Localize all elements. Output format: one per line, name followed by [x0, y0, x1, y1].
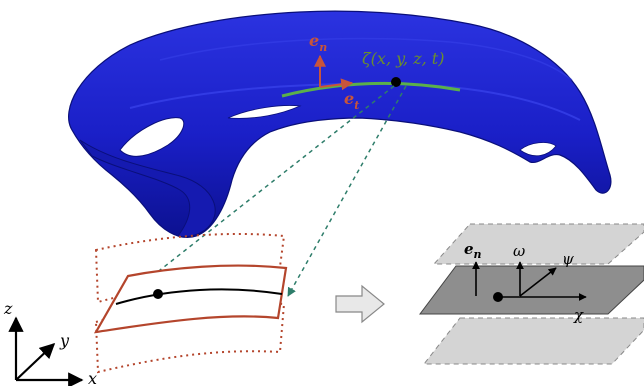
plane-stack — [419, 223, 644, 365]
y-axis-arrow — [15, 342, 56, 381]
surface-hole-1 — [119, 117, 185, 157]
surface-body — [68, 10, 612, 238]
local-element — [93, 232, 288, 374]
psi-label: ψ — [562, 250, 574, 268]
plane-bottom — [422, 317, 644, 365]
chi-label: χ — [573, 306, 584, 324]
plane-point — [493, 292, 503, 302]
surface-ridge-2 — [159, 37, 573, 81]
plane-middle — [419, 265, 644, 315]
x-axis-label: x — [88, 369, 97, 386]
connector-left — [121, 85, 395, 301]
connector-right — [287, 85, 407, 297]
interface-curve — [281, 81, 461, 98]
surface-mesh — [68, 10, 612, 238]
element-point — [153, 289, 163, 299]
plane-top — [432, 223, 644, 265]
y-axis-label: y — [59, 331, 70, 350]
surface-hole-3 — [519, 142, 557, 157]
plane-normal-label: en — [464, 240, 482, 261]
zoom-connectors — [121, 85, 407, 301]
surface-point — [391, 77, 401, 87]
tangent-vector-arrow — [319, 78, 354, 91]
surface-lower-band — [79, 139, 216, 238]
surface-function-label: ζ(x, y, z, t) — [362, 49, 444, 68]
coordinate-axes — [8, 316, 84, 386]
omega-label: ω — [513, 242, 525, 260]
transform-arrow-icon — [335, 284, 385, 324]
tangent-vector-label: et — [344, 89, 359, 112]
normal-vector-label: en — [309, 31, 327, 54]
surface-hole-2 — [227, 105, 302, 119]
plane-psi-arrow — [519, 267, 557, 297]
element-curve — [115, 288, 283, 305]
surface-vectors — [314, 54, 354, 91]
element-solid — [93, 264, 288, 334]
z-axis-label: z — [3, 299, 13, 318]
